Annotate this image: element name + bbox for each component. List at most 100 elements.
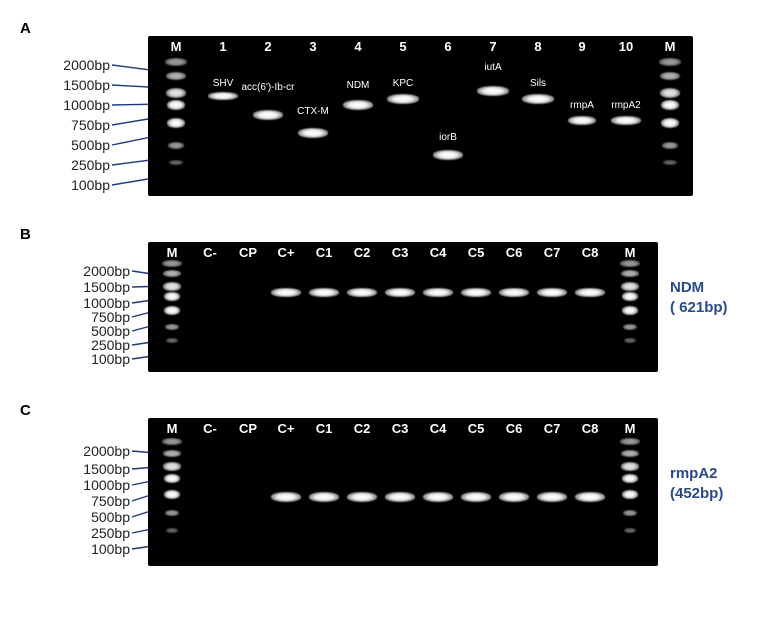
ladder-label: 1000bp [83,296,130,310]
sample-band [309,492,339,502]
ladder-label: 500bp [91,324,130,338]
sample-band [343,100,373,110]
ladder-band [663,160,677,165]
band-label: rmpA [570,100,594,111]
lane-header: 5 [399,39,406,54]
ladder-band [622,490,638,499]
sample-band [387,94,419,104]
lane-header: C7 [544,245,561,260]
lane-header: 8 [534,39,541,54]
sample-band [575,492,605,502]
ladder-label: 1000bp [83,478,130,492]
ladder-band [622,292,638,301]
sample-band [477,86,509,96]
sample-band [298,128,328,138]
ladder-label: 1500bp [83,462,130,476]
ladder-band [661,118,679,128]
panel-c: C 2000bp1500bp1000bp750bp500bp250bp100bp… [20,402,747,582]
lane-header: C1 [316,245,333,260]
ladder-band [659,58,681,66]
ladder-band [166,72,186,80]
sample-band [208,92,238,100]
lane-header: C2 [354,421,371,436]
ladder-label: 500bp [71,138,110,152]
ladder-label: 750bp [91,310,130,324]
lane-header: C6 [506,245,523,260]
sample-band [385,492,415,502]
ladder-band [169,160,183,165]
sample-band [271,288,301,297]
lane-header: C- [203,245,217,260]
ladder-label: 750bp [71,118,110,132]
ladder-band [167,100,185,110]
ladder-band [661,100,679,110]
ladder-band [621,462,639,471]
ladder-band [165,58,187,66]
panel-b: B 2000bp1500bp1000bp750bp500bp250bp100bp… [20,226,747,388]
band-label: NDM [347,80,370,91]
ladder-band [624,338,636,343]
ladder-band [620,260,640,267]
panel-a: A 2000bp1500bp1000bp750bp500bp250bp100bp… [20,20,747,212]
ladder-label: 1500bp [83,280,130,294]
ladder-band [662,142,678,149]
lane-header: C4 [430,245,447,260]
lane-header: C7 [544,421,561,436]
sample-band [575,288,605,297]
ladder-band [163,282,181,291]
lane-header: C2 [354,245,371,260]
ladder-label: 1000bp [63,98,110,112]
ladder-band [165,324,179,330]
sample-band [423,492,453,502]
band-label: Sils [530,78,546,89]
band-label: CTX-M [297,106,329,117]
ladder-label: 250bp [71,158,110,172]
ladder-band [166,338,178,343]
ladder-band [623,510,637,516]
ladder-label: 750bp [91,494,130,508]
lane-header: 6 [444,39,451,54]
sample-band [461,288,491,297]
figure: A 2000bp1500bp1000bp750bp500bp250bp100bp… [20,20,747,582]
ladder-band [163,462,181,471]
lane-header: 7 [489,39,496,54]
lane-header: C3 [392,421,409,436]
ladder-label: 100bp [71,178,110,192]
sample-band [347,288,377,297]
lane-header: M [171,39,182,54]
lane-header: C8 [582,245,599,260]
ladder-band [620,438,640,445]
ladder-label: 500bp [91,510,130,524]
lane-header: C+ [278,245,295,260]
sample-band [537,288,567,297]
panel-a-label: A [20,20,31,37]
sample-band [253,110,283,120]
lane-header: C5 [468,421,485,436]
ladder-label: 2000bp [63,58,110,72]
ladder-label: 250bp [91,526,130,540]
lane-header: M [167,421,178,436]
ladder-band [621,282,639,291]
band-label: iutA [484,62,501,73]
lane-header: C4 [430,421,447,436]
lane-header: M [167,245,178,260]
ladder-band [163,270,181,277]
ladder-band [166,88,186,98]
sample-band [433,150,463,160]
gene-size-label: NDM( 621bp) [670,278,728,317]
band-label: rmpA2 [611,100,640,111]
ladder-band [166,528,178,533]
sample-band [309,288,339,297]
lane-header: C1 [316,421,333,436]
ladder-label: 250bp [91,338,130,352]
lane-header: C+ [278,421,295,436]
ladder-band [621,450,639,457]
lane-header: M [625,421,636,436]
band-label: acc(6')-Ib-cr [241,82,294,93]
lane-header: M [665,39,676,54]
gel-image: M12345678910MSHVacc(6')-Ib-crCTX-MNDMKPC… [148,36,693,196]
ladder-band [163,450,181,457]
ladder-label: 2000bp [83,444,130,458]
band-label: KPC [393,78,414,89]
ladder-band [165,510,179,516]
